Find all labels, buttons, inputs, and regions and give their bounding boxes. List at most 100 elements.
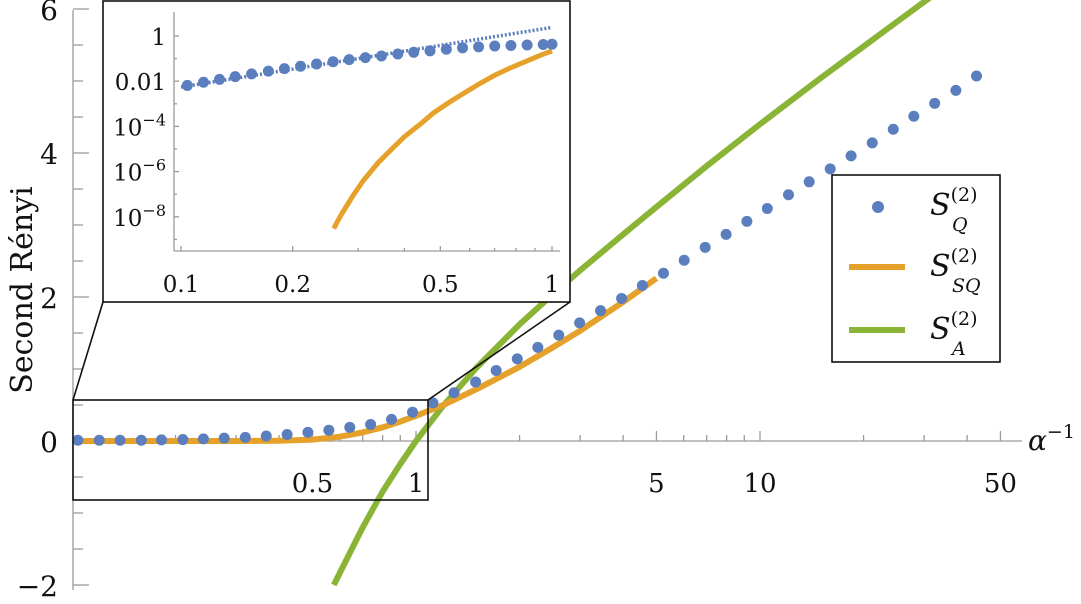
data-point bbox=[845, 150, 857, 162]
main-series bbox=[73, 0, 983, 586]
data-point bbox=[302, 426, 314, 438]
data-point bbox=[505, 39, 517, 51]
inset-y-tick-label: 10−8 bbox=[113, 201, 166, 232]
data-point bbox=[427, 397, 439, 409]
data-point bbox=[260, 430, 272, 442]
data-point bbox=[262, 65, 274, 77]
data-point bbox=[343, 54, 355, 66]
data-point bbox=[239, 431, 251, 443]
inset-y-tick-label: 10−6 bbox=[113, 156, 166, 187]
inset-asymptote-line bbox=[180, 25, 553, 89]
data-point bbox=[281, 429, 293, 441]
data-point bbox=[741, 215, 753, 227]
legend: S(2) Q S(2) SQ S(2) A bbox=[831, 174, 1001, 363]
data-point bbox=[424, 45, 436, 57]
y-tick-label: −2 bbox=[17, 570, 58, 600]
data-point bbox=[327, 56, 339, 68]
data-point bbox=[636, 279, 648, 291]
data-point bbox=[229, 71, 241, 83]
data-point bbox=[440, 43, 452, 55]
data-point bbox=[537, 39, 549, 51]
data-point bbox=[198, 76, 210, 88]
inset-y-tick-label: 10−4 bbox=[113, 110, 166, 141]
legend-label: S(2) SQ bbox=[930, 245, 981, 297]
data-point bbox=[473, 41, 485, 53]
y-axis-label: Second Rényi bbox=[5, 186, 40, 393]
data-point bbox=[866, 137, 878, 149]
data-point bbox=[470, 376, 482, 388]
data-point bbox=[177, 434, 189, 446]
data-point bbox=[218, 432, 230, 444]
data-point bbox=[616, 292, 628, 304]
data-point bbox=[782, 189, 794, 201]
data-point bbox=[761, 202, 773, 214]
inset-series-line-ssq bbox=[331, 48, 553, 230]
inset-x-tick-label: 0.5 bbox=[422, 272, 459, 298]
data-point bbox=[278, 63, 290, 75]
data-point bbox=[678, 254, 690, 266]
data-point bbox=[407, 406, 419, 418]
data-point bbox=[699, 241, 711, 253]
y-tick-label: 2 bbox=[40, 282, 58, 315]
data-point bbox=[511, 353, 523, 365]
data-point bbox=[803, 176, 815, 188]
zoom-rectangle bbox=[72, 399, 429, 501]
x-tick-label: 10 bbox=[743, 469, 776, 499]
data-point bbox=[155, 434, 167, 446]
inset-plot: 1 0.01 10−4 10−6 10−8 0.1 0.2 0.5 1 bbox=[102, 0, 571, 303]
x-tick-label: 0.5 bbox=[292, 469, 333, 499]
inset-x-tick-label: 1 bbox=[545, 272, 560, 298]
data-point bbox=[887, 123, 899, 135]
legend-label: S(2) A bbox=[930, 308, 977, 360]
main-axes: −2 0 2 4 6 0.5 1 5 10 50 α−1 Second Rényi bbox=[5, 0, 1075, 603]
data-point bbox=[73, 434, 84, 446]
data-point bbox=[359, 52, 371, 64]
data-point bbox=[574, 317, 586, 329]
connector-line bbox=[72, 301, 104, 401]
data-point bbox=[93, 434, 105, 446]
inset-x-tick-label: 0.1 bbox=[163, 272, 200, 298]
data-point bbox=[214, 73, 226, 85]
data-point bbox=[181, 79, 193, 91]
inset-frame bbox=[102, 0, 571, 303]
x-axis-label: α−1 bbox=[1028, 421, 1075, 457]
legend-label: S(2) Q bbox=[930, 184, 977, 236]
data-point bbox=[246, 68, 258, 80]
data-point bbox=[929, 97, 941, 109]
data-point bbox=[457, 42, 469, 54]
data-point bbox=[375, 50, 387, 62]
data-point bbox=[490, 364, 502, 376]
data-point bbox=[386, 413, 398, 425]
data-point bbox=[553, 329, 565, 341]
data-point bbox=[408, 46, 420, 58]
data-point bbox=[595, 305, 607, 317]
data-point bbox=[657, 267, 669, 279]
inset-series-markers-sq bbox=[181, 38, 558, 91]
data-point bbox=[521, 39, 533, 51]
x-tick-label: 1 bbox=[408, 469, 425, 499]
data-point bbox=[908, 110, 920, 122]
inset-y-tick-label: 1 bbox=[151, 25, 166, 51]
y-tick-label: 6 bbox=[40, 0, 58, 27]
zoom-region-box bbox=[72, 301, 571, 501]
data-point bbox=[971, 70, 983, 82]
data-point bbox=[323, 424, 335, 436]
data-point bbox=[950, 84, 962, 96]
data-point bbox=[824, 163, 836, 175]
y-tick-label: 0 bbox=[40, 426, 58, 459]
series-markers-sq bbox=[73, 70, 983, 446]
inset-y-tick-label: 0.01 bbox=[115, 70, 166, 96]
data-point bbox=[311, 58, 323, 70]
data-point bbox=[344, 421, 356, 433]
data-point bbox=[448, 387, 460, 399]
inset-x-tick-label: 0.2 bbox=[274, 272, 311, 298]
data-point bbox=[489, 40, 501, 52]
data-point bbox=[135, 434, 147, 446]
connector-line bbox=[427, 301, 571, 401]
data-point bbox=[197, 433, 209, 445]
data-point bbox=[532, 341, 544, 353]
x-tick-label: 5 bbox=[648, 469, 665, 499]
data-point bbox=[546, 38, 558, 50]
y-tick-label: 4 bbox=[40, 138, 58, 171]
